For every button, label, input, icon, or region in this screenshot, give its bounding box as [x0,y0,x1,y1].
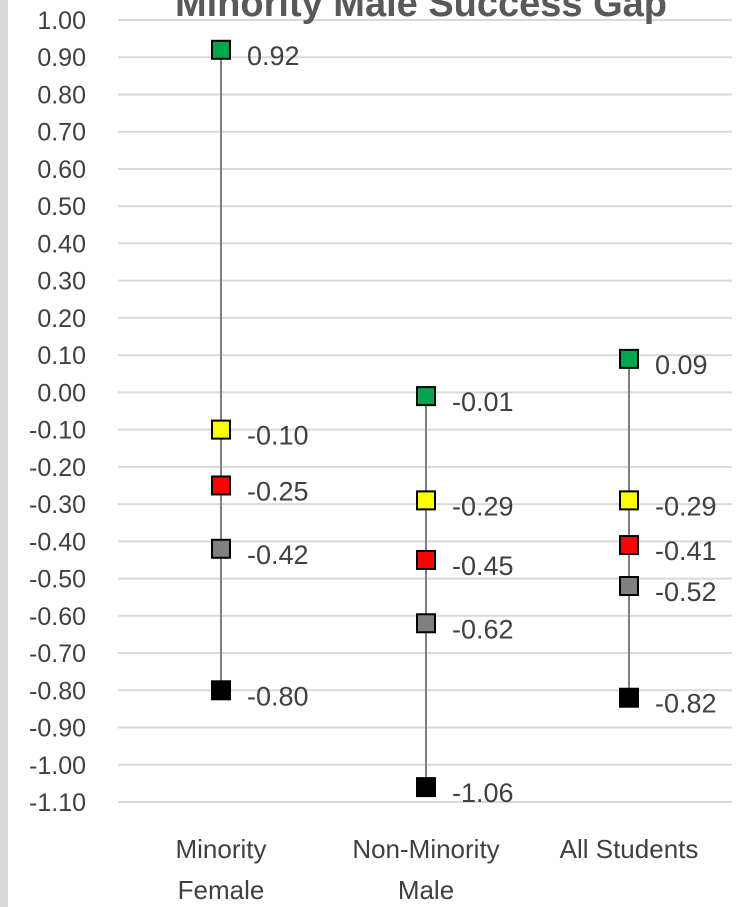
data-label: -0.52 [655,577,717,607]
data-point [619,490,639,511]
data-point [619,535,639,556]
data-point [619,687,639,708]
data-point [619,576,639,597]
chart-title: Minority Male Success Gap [175,0,667,25]
data-label: 0.09 [655,350,708,380]
y-tick-label: 1.00 [37,7,86,35]
y-tick-label: -0.20 [29,454,86,482]
y-tick-label: 0.60 [37,156,86,184]
x-axis: Minority Female Non-Minority Male All Studen… [175,834,698,905]
range-lines [220,49,630,788]
data-label: -0.29 [452,491,514,521]
y-tick-label: -0.30 [29,491,86,519]
y-tick-label: 0.50 [37,193,86,221]
y-tick-label: -1.00 [29,752,86,780]
y-tick-label: -0.40 [29,528,86,556]
data-point [211,680,231,701]
data-label: -0.25 [247,476,309,506]
data-point [416,613,436,634]
y-tick-label: 0.80 [37,81,86,109]
y-tick-label: 0.40 [37,230,86,258]
x-tick-label: Female [178,875,265,905]
data-point [416,777,436,798]
x-tick-label: All Students [560,834,699,864]
data-labels: 0.92 -0.01 0.09 -0.10 -0.29 -0.29 -0.25 -0.45 -0… [247,41,717,808]
y-tick-label: 0.30 [37,268,86,296]
data-point [416,549,436,570]
y-tick-label: 0.10 [37,342,86,370]
y-tick-label: 0.00 [37,379,86,407]
y-tick-label: -0.50 [29,566,86,594]
data-point [416,490,436,511]
y-tick-label: 0.20 [37,305,86,333]
y-axis: 1.00 0.90 0.80 0.70 0.60 0.50 0.40 0.30 0.20 0.10… [29,7,86,817]
data-label: -0.82 [655,689,717,719]
y-tick-label: -1.10 [29,789,86,817]
data-point [211,538,231,559]
data-point [211,39,231,60]
data-label: -0.45 [452,551,514,581]
y-tick-label: -0.10 [29,417,86,445]
data-label: -1.06 [452,778,514,808]
data-label: -0.29 [655,491,717,521]
data-label: 0.92 [247,41,300,71]
data-label: -0.01 [452,387,514,417]
y-tick-label: -0.90 [29,715,86,743]
data-label: -0.42 [247,540,309,570]
left-border [0,0,8,907]
data-label: -0.80 [247,681,309,711]
x-tick-label: Non-Minority [352,834,499,864]
x-tick-label: Male [398,875,454,905]
data-point [211,475,231,496]
data-point [619,348,639,369]
data-label: -0.10 [247,421,309,451]
data-label: -0.62 [452,614,514,644]
x-tick-label: Minority [175,834,266,864]
data-markers [211,39,639,798]
data-point [416,386,436,407]
y-tick-label: -0.70 [29,640,86,668]
y-tick-label: -0.80 [29,677,86,705]
data-label: -0.41 [655,536,717,566]
y-tick-label: -0.60 [29,603,86,631]
data-point [211,419,231,440]
y-tick-label: 0.90 [37,44,86,72]
y-tick-label: 0.70 [37,119,86,147]
